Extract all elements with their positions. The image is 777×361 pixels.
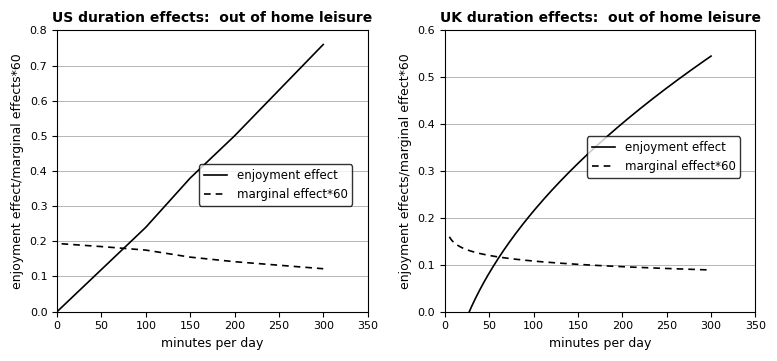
X-axis label: minutes per day: minutes per day bbox=[549, 337, 651, 350]
Title: UK duration effects:  out of home leisure: UK duration effects: out of home leisure bbox=[440, 11, 761, 25]
Y-axis label: enjoyment effect/marginal effects*60: enjoyment effect/marginal effects*60 bbox=[11, 53, 24, 289]
Y-axis label: enjoyment effects/marginal effect*60: enjoyment effects/marginal effect*60 bbox=[399, 53, 412, 289]
Legend: enjoyment effect, marginal effect*60: enjoyment effect, marginal effect*60 bbox=[587, 136, 740, 178]
X-axis label: minutes per day: minutes per day bbox=[161, 337, 263, 350]
Legend: enjoyment effect, marginal effect*60: enjoyment effect, marginal effect*60 bbox=[199, 164, 352, 206]
Title: US duration effects:  out of home leisure: US duration effects: out of home leisure bbox=[52, 11, 372, 25]
